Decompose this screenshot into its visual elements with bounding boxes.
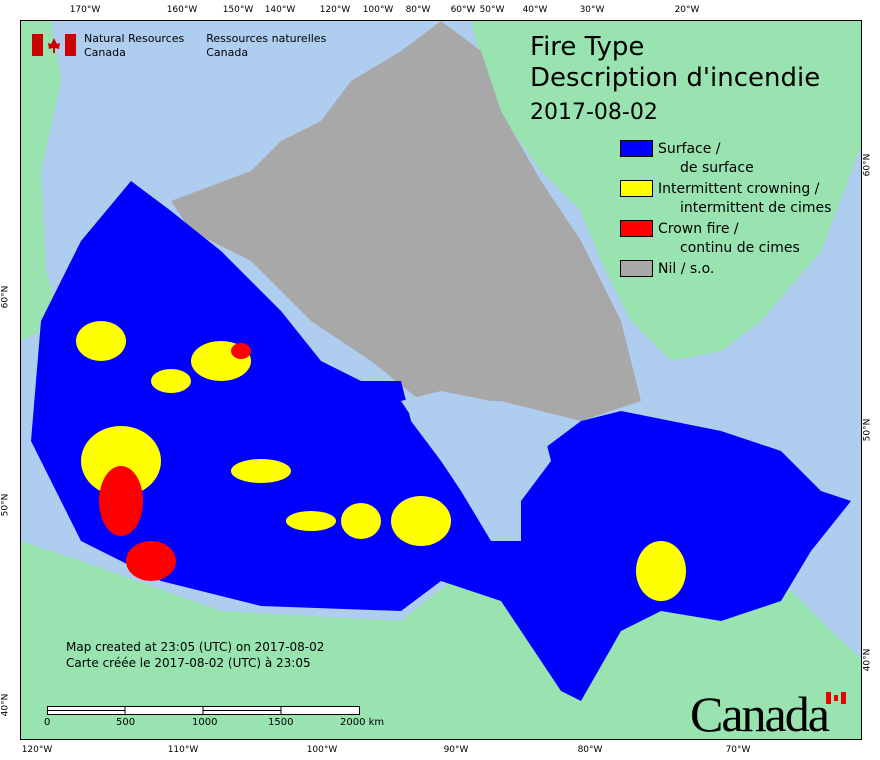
arctic-archipelago xyxy=(171,21,641,421)
legend-swatch xyxy=(620,220,653,237)
legend-item: Intermittent crowning / intermittent de c… xyxy=(620,180,831,220)
scale-label: 500 xyxy=(116,717,136,728)
scale-label: 2000 km xyxy=(340,717,385,728)
canada-flag-icon xyxy=(32,34,76,56)
graticule-label-top: 30°W xyxy=(579,5,605,15)
legend-label: Nil / s.o. xyxy=(658,261,715,277)
graticule-label-right: 40°N xyxy=(862,648,873,672)
canada-wordmark: Canada xyxy=(690,686,830,742)
legend-item: Surface / de surface xyxy=(620,140,831,180)
legend-sublabel: continu de cimes xyxy=(680,240,800,256)
legend: Surface / de surface Intermittent crowning… xyxy=(620,140,831,300)
graticule-label-top: 80°W xyxy=(405,5,431,15)
legend-label: Intermittent crowning / xyxy=(658,181,820,197)
map-canvas xyxy=(21,21,861,739)
map-title-fr: Description d'incendie xyxy=(530,63,821,93)
graticule-label-left: 40°N xyxy=(0,693,11,717)
legend-item: Nil / s.o. xyxy=(620,260,831,300)
graticule-label-top: 100°W xyxy=(362,5,394,15)
graticule-label-left: 60°N xyxy=(0,285,11,309)
legend-label: Surface / xyxy=(658,141,721,157)
nrcan-signature: Natural Resources Canada Ressources natu… xyxy=(32,32,326,60)
legend-sublabel: de surface xyxy=(680,160,754,176)
graticule-label-top: 60°W xyxy=(450,5,476,15)
graticule-label-bottom: 100°W xyxy=(306,745,338,755)
graticule-label-right: 50°N xyxy=(862,418,873,442)
graticule-label-top: 170°W xyxy=(69,5,101,15)
legend-item: Crown fire / continu de cimes xyxy=(620,220,831,260)
scale-label: 1500 xyxy=(268,717,294,728)
graticule-label-top: 40°W xyxy=(522,5,548,15)
scale-bar xyxy=(47,706,360,715)
legend-swatch xyxy=(620,140,653,157)
graticule-label-bottom: 110°W xyxy=(167,745,199,755)
agency-fr-line2: Canada xyxy=(206,46,249,59)
map-title: Fire Type xyxy=(530,32,645,62)
graticule-label-bottom: 70°W xyxy=(725,745,751,755)
graticule-label-bottom: 80°W xyxy=(577,745,603,755)
credit-en: Map created at 23:05 (UTC) on 2017-08-02 xyxy=(66,640,325,654)
graticule-label-bottom: 90°W xyxy=(443,745,469,755)
agency-en-line1: Natural Resources xyxy=(84,32,185,45)
legend-sublabel: intermittent de cimes xyxy=(680,200,832,216)
legend-swatch xyxy=(620,260,653,277)
graticule-label-top: 120°W xyxy=(319,5,351,15)
hudson-bay xyxy=(401,391,551,541)
greenland xyxy=(471,21,861,361)
map-date: 2017-08-02 xyxy=(530,100,658,125)
scale-label: 1000 xyxy=(192,717,218,728)
graticule-label-top: 150°W xyxy=(222,5,254,15)
graticule-label-right: 60°N xyxy=(862,153,873,177)
united-states xyxy=(21,541,861,739)
graticule-label-top: 160°W xyxy=(166,5,198,15)
crown-fire-areas xyxy=(99,343,251,581)
graticule-label-top: 50°W xyxy=(479,5,505,15)
scale-label: 0 xyxy=(44,717,51,728)
map-frame[interactable] xyxy=(20,20,862,740)
legend-swatch xyxy=(620,180,653,197)
map-credit: Map created at 23:05 (UTC) on 2017-08-02… xyxy=(66,639,324,671)
graticule-label-top: 140°W xyxy=(264,5,296,15)
graticule-label-top: 20°W xyxy=(674,5,700,15)
intermittent-crowning-areas xyxy=(76,321,686,601)
agency-en-line2: Canada xyxy=(84,46,126,59)
credit-fr: Carte créée le 2017-08-02 (UTC) à 23:05 xyxy=(66,656,311,670)
graticule-label-left: 50°N xyxy=(0,493,11,517)
legend-label: Crown fire / xyxy=(658,221,739,237)
graticule-label-bottom: 120°W xyxy=(21,745,53,755)
alaska xyxy=(21,21,61,341)
agency-fr-line1: Ressources naturelles xyxy=(206,32,327,45)
wordmark-flag-icon xyxy=(826,692,846,704)
